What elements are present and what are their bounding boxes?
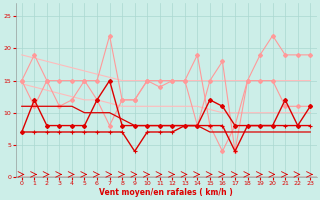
X-axis label: Vent moyen/en rafales ( km/h ): Vent moyen/en rafales ( km/h )	[99, 188, 233, 197]
